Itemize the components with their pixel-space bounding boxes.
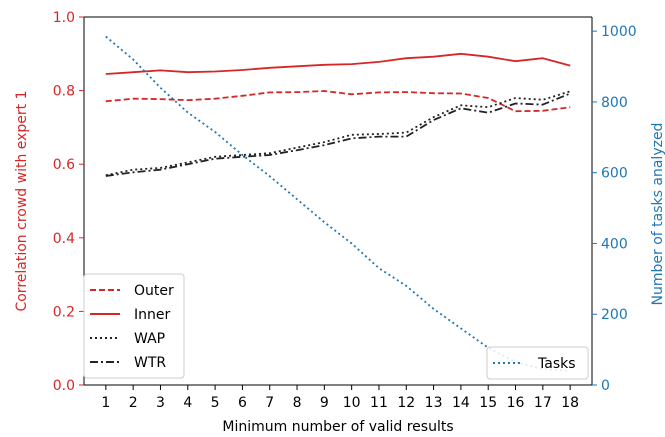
x-tick-label-11: 11 — [370, 395, 388, 411]
y-left-tick-label-2: 0.4 — [53, 231, 75, 247]
y-right-tick-label-5: 1000 — [601, 24, 637, 40]
x-tick-label-7: 7 — [265, 395, 274, 411]
y-left-tick-label-1: 0.2 — [53, 304, 75, 320]
x-tick-label-18: 18 — [561, 395, 579, 411]
x-tick-label-13: 13 — [425, 395, 443, 411]
legend-label-wap: WAP — [134, 331, 165, 347]
y-right-tick-label-0: 0 — [601, 378, 610, 394]
x-tick-label-3: 3 — [156, 395, 165, 411]
y-right-tick-label-1: 200 — [601, 307, 628, 323]
x-tick-label-5: 5 — [211, 395, 220, 411]
series-line-wap — [105, 90, 571, 177]
x-axis-title: Minimum number of valid results — [222, 419, 453, 435]
x-tick-label-4: 4 — [183, 395, 192, 411]
legend-label-wtr: WTR — [134, 355, 166, 371]
legend-label-tasks: Tasks — [537, 356, 576, 372]
x-tick-label-17: 17 — [534, 395, 552, 411]
series-line-wtr — [105, 92, 571, 177]
y-left-tick-label-3: 0.6 — [53, 157, 75, 173]
y-right-tick-label-2: 400 — [601, 236, 628, 252]
x-tick-label-6: 6 — [238, 395, 247, 411]
x-tick-label-1: 1 — [101, 395, 110, 411]
y-right-tick-label-4: 800 — [601, 95, 628, 111]
legend-left: Outer Inner WAP WTR — [83, 273, 185, 379]
x-tick-label-8: 8 — [293, 395, 302, 411]
series-line-tasks — [105, 35, 571, 372]
x-tick-label-12: 12 — [397, 395, 415, 411]
x-tick-label-2: 2 — [129, 395, 138, 411]
legend-label-outer: Outer — [134, 283, 174, 299]
y-axis-right-title: Number of tasks analyzed — [650, 123, 665, 306]
y-left-tick-label-5: 1.0 — [53, 10, 75, 26]
x-tick-label-16: 16 — [507, 395, 525, 411]
y-left-tick-label-4: 0.8 — [53, 84, 75, 100]
legend-right: Tasks — [486, 346, 589, 380]
x-tick-label-10: 10 — [343, 395, 361, 411]
y-right-tick-label-3: 600 — [601, 166, 628, 182]
x-tick-label-14: 14 — [452, 395, 470, 411]
legend-label-inner: Inner — [134, 307, 170, 323]
x-tick-label-9: 9 — [320, 395, 329, 411]
y-left-tick-label-0: 0.0 — [53, 378, 75, 394]
series-line-inner — [105, 52, 571, 75]
series-line-outer — [105, 90, 571, 113]
x-tick-label-15: 15 — [479, 395, 497, 411]
y-axis-left-title: Correlation crowd with expert 1 — [14, 90, 30, 311]
